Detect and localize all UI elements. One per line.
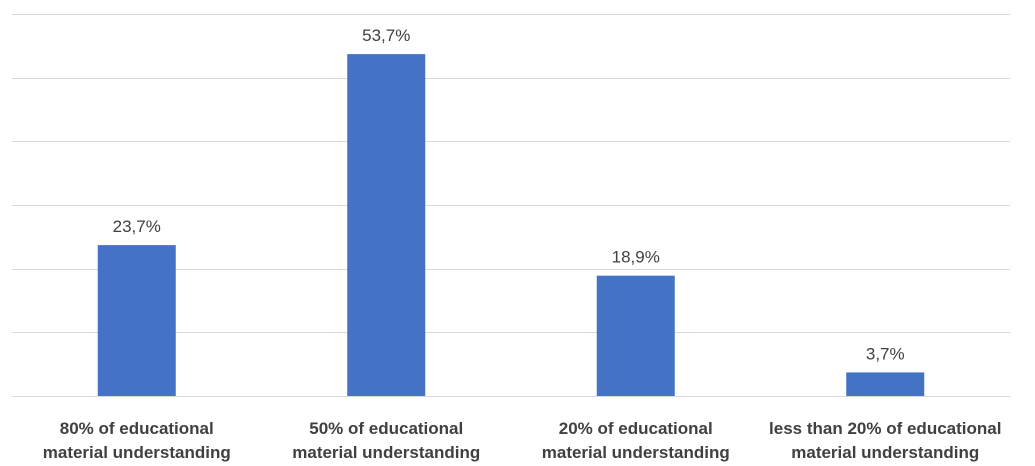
category-label-4: less than 20% of educational material und…	[769, 419, 1001, 462]
bar-3	[596, 275, 675, 396]
bar-4	[846, 372, 925, 396]
data-labels: 23,7% 53,7% 18,9% 3,7%	[113, 26, 905, 363]
category-label-line: 20% of educational	[559, 419, 713, 438]
category-label-2: 50% of educational material understanding	[292, 419, 480, 462]
category-label-3: 20% of educational material understanding	[542, 419, 730, 462]
category-label-line: 50% of educational	[309, 419, 463, 438]
category-label-line: material understanding	[43, 443, 231, 462]
category-label-line: less than 20% of educational	[769, 419, 1001, 438]
category-label-1: 80% of educational material understanding	[43, 419, 231, 462]
category-labels: 80% of educational material understanding…	[43, 419, 1002, 462]
bar-1	[97, 245, 176, 396]
category-label-line: material understanding	[542, 443, 730, 462]
data-label-1: 23,7%	[113, 217, 161, 236]
gridlines	[12, 14, 1010, 397]
bar-2	[347, 54, 426, 397]
data-label-4: 3,7%	[866, 344, 905, 363]
data-label-2: 53,7%	[362, 26, 410, 45]
category-label-line: material understanding	[292, 443, 480, 462]
category-label-line: material understanding	[791, 443, 979, 462]
bars	[97, 54, 925, 397]
data-label-3: 18,9%	[612, 248, 660, 267]
category-label-line: 80% of educational	[60, 419, 214, 438]
